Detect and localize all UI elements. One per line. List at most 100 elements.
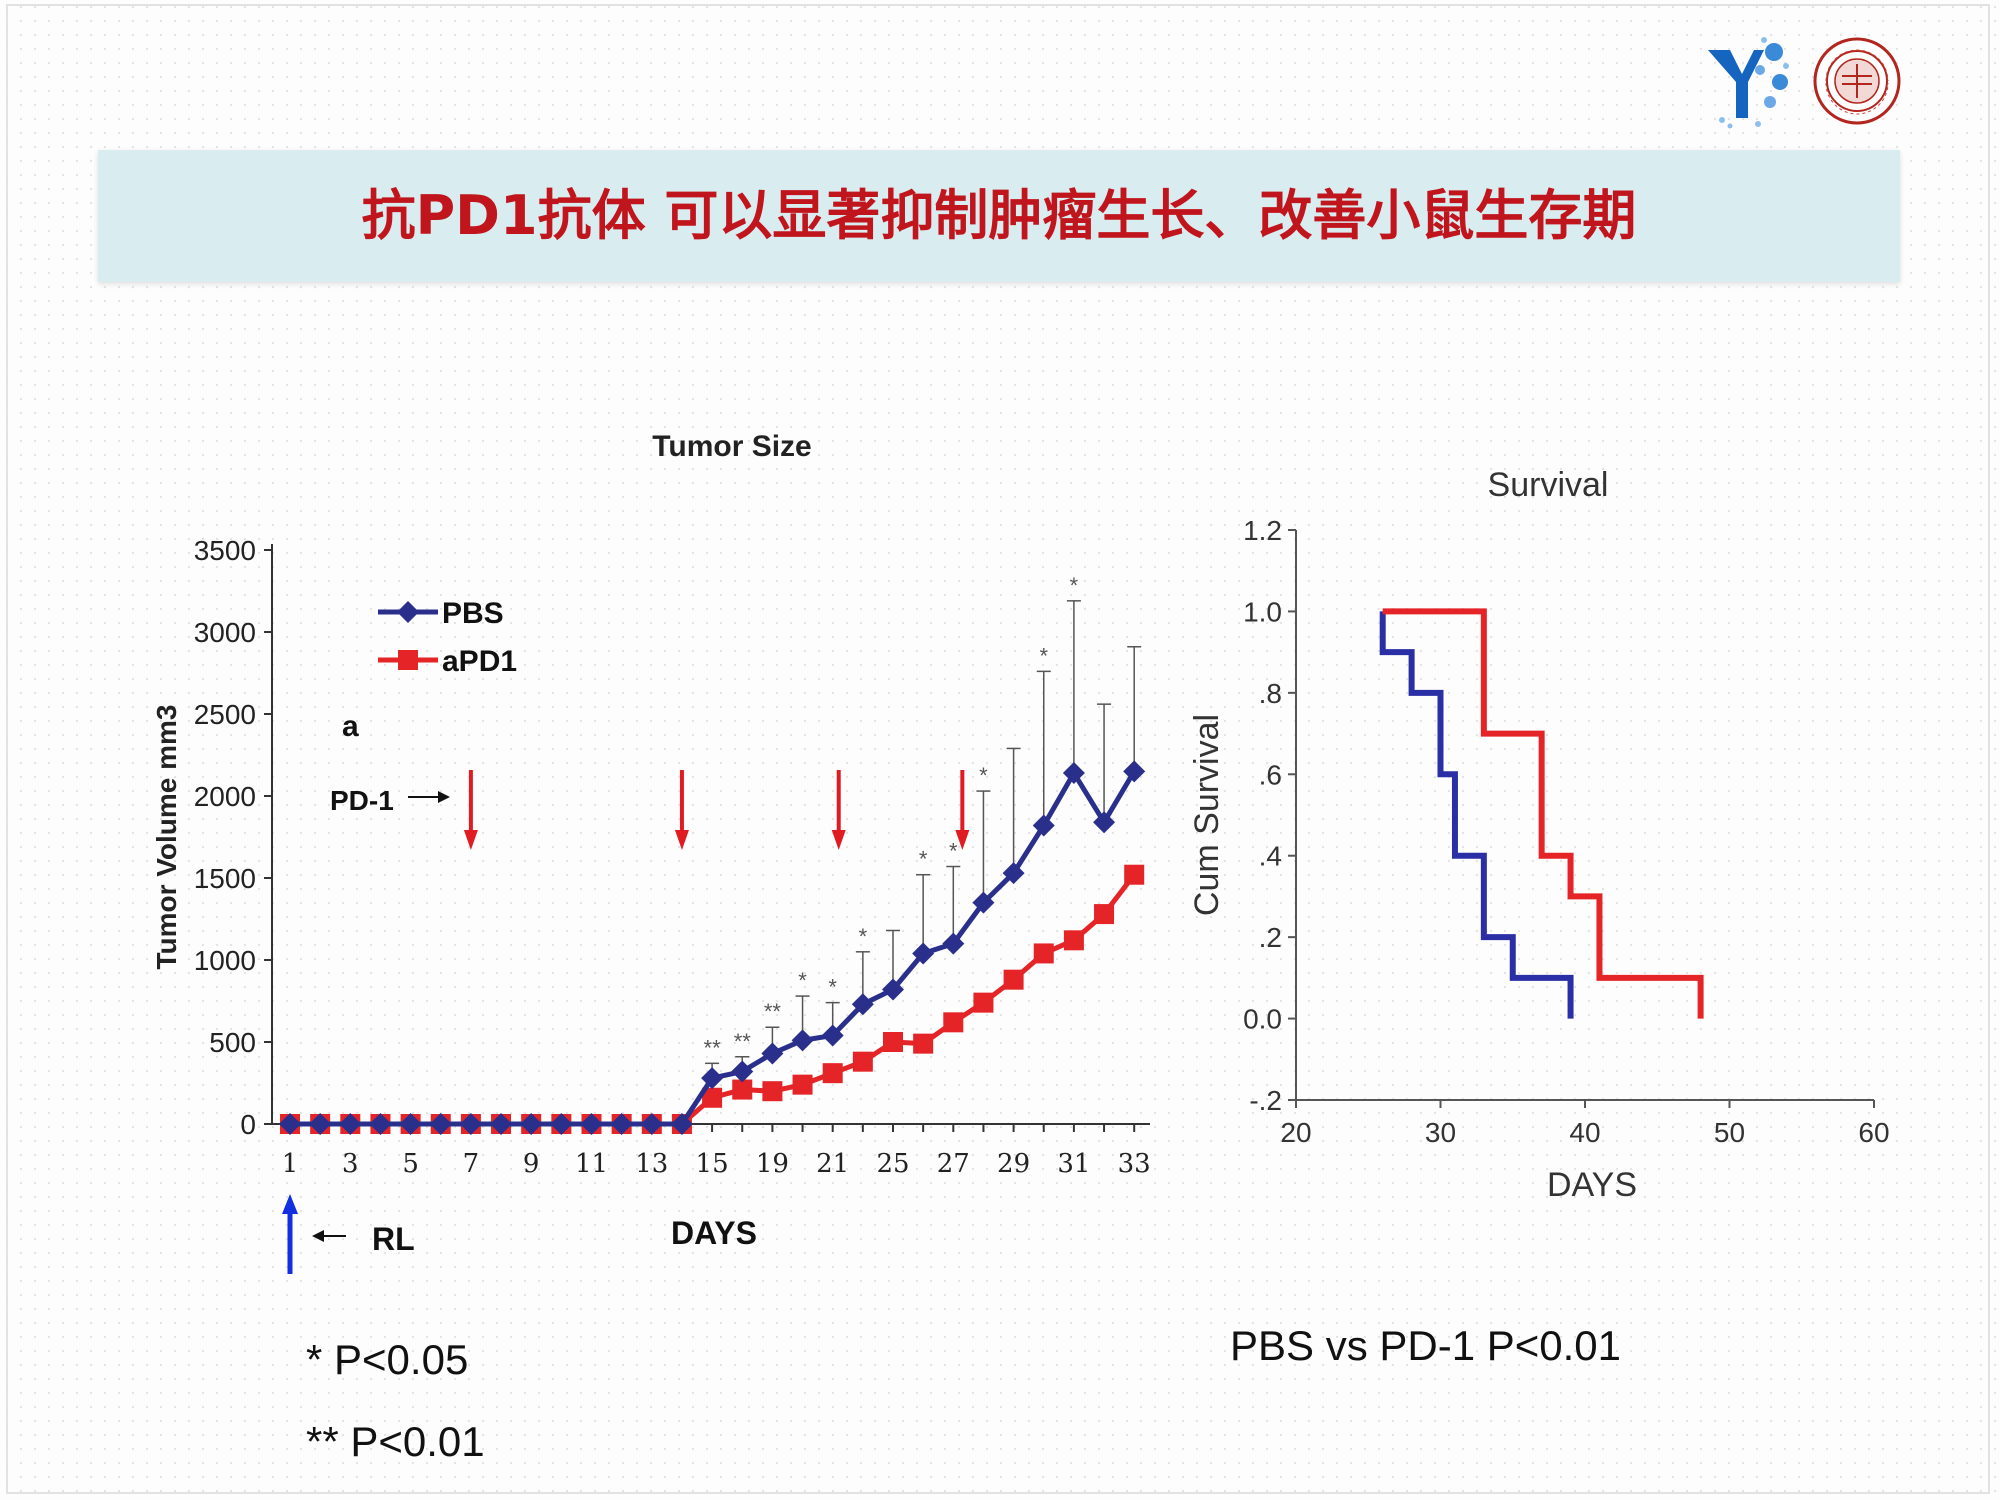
treatment-arrow-head bbox=[831, 830, 846, 850]
y-tick-label: .6 bbox=[1259, 759, 1282, 790]
y-axis-label: Tumor Volume mm3 bbox=[151, 704, 182, 969]
y-tick-label: 3000 bbox=[194, 617, 256, 648]
data-point-apd1 bbox=[973, 992, 994, 1013]
data-point-pbs bbox=[1032, 814, 1055, 837]
x-tick-label: 1 bbox=[282, 1149, 299, 1179]
significance-marker: * bbox=[979, 763, 988, 788]
x-tick-label: 13 bbox=[635, 1149, 668, 1179]
data-point-pbs bbox=[701, 1067, 724, 1090]
x-tick-label: 5 bbox=[402, 1149, 419, 1179]
data-point-pbs bbox=[610, 1113, 633, 1135]
data-point-pbs bbox=[761, 1042, 784, 1065]
data-point-pbs bbox=[309, 1113, 332, 1135]
x-tick-label: 20 bbox=[1280, 1117, 1311, 1148]
legend-entry: PBS bbox=[442, 597, 504, 630]
significance-marker: * bbox=[919, 847, 928, 872]
data-point-pbs bbox=[279, 1113, 301, 1135]
data-point-apd1 bbox=[1124, 864, 1145, 885]
significance-note-p01: ** P<0.01 bbox=[306, 1418, 485, 1465]
y-tick-label: 0.0 bbox=[1243, 1004, 1282, 1035]
x-tick-label: 3 bbox=[342, 1149, 359, 1179]
survival-line-apd1 bbox=[1382, 608, 1704, 1019]
significance-marker: ** bbox=[764, 999, 782, 1024]
significance-marker: * bbox=[798, 968, 807, 993]
survival-p-value-note: PBS vs PD-1 P<0.01 bbox=[1230, 1322, 1622, 1369]
y-tick-label: -.2 bbox=[1249, 1085, 1282, 1116]
treatment-arrow-head bbox=[674, 830, 689, 850]
slide-title: 抗PD1抗体 可以显著抑制肿瘤生长、改善小鼠生存期 bbox=[361, 184, 1637, 247]
x-tick-label: 27 bbox=[937, 1149, 970, 1179]
y-tick-label: 1.2 bbox=[1243, 515, 1282, 546]
treatment-label: PD-1 bbox=[330, 785, 394, 816]
data-point-apd1 bbox=[762, 1081, 783, 1102]
data-point-apd1 bbox=[822, 1063, 843, 1084]
data-point-pbs bbox=[490, 1113, 513, 1135]
data-point-pbs bbox=[580, 1113, 603, 1135]
treatment-arrow-head bbox=[463, 830, 478, 850]
data-point-pbs bbox=[882, 978, 904, 1001]
data-point-apd1 bbox=[732, 1079, 753, 1100]
survival-chart: Survival 1.2 1.0 .8 .6 .4 .2 0.0 -.220 30 40 50 60 Cu… bbox=[1188, 466, 1890, 1204]
significance-marker: * bbox=[1070, 573, 1079, 598]
data-point-apd1 bbox=[702, 1087, 723, 1108]
y-tick-label: 1.0 bbox=[1243, 596, 1282, 627]
data-point-pbs bbox=[731, 1060, 754, 1083]
significance-marker: ** bbox=[734, 1029, 752, 1054]
x-tick-label: 15 bbox=[696, 1149, 729, 1179]
x-axis-label: DAYS bbox=[671, 1215, 757, 1251]
significance-marker: * bbox=[828, 975, 837, 1000]
y-tick-label: 2500 bbox=[194, 699, 256, 730]
data-point-pbs bbox=[942, 932, 965, 955]
x-tick-label: 29 bbox=[997, 1149, 1030, 1179]
data-point-pbs bbox=[821, 1024, 844, 1047]
data-point-pbs bbox=[459, 1113, 482, 1135]
data-point-pbs bbox=[520, 1113, 543, 1135]
treatment-pointer-head bbox=[438, 791, 450, 803]
y-tick-label: 1500 bbox=[194, 863, 256, 894]
significance-marker: * bbox=[859, 924, 868, 949]
data-point-pbs bbox=[972, 891, 995, 914]
survival-line-pbs bbox=[1379, 611, 1574, 1019]
data-point-pbs bbox=[791, 1029, 814, 1052]
rl-arrow-head bbox=[282, 1194, 298, 1214]
x-tick-label: 40 bbox=[1569, 1117, 1600, 1148]
data-point-pbs bbox=[670, 1113, 693, 1135]
chart-title: Tumor Size bbox=[652, 430, 811, 463]
y-logo-icon bbox=[1708, 37, 1789, 129]
data-point-apd1 bbox=[913, 1033, 934, 1054]
data-point-pbs bbox=[399, 1113, 422, 1135]
data-point-apd1 bbox=[852, 1051, 873, 1072]
data-point-pbs bbox=[369, 1113, 392, 1135]
x-axis-label: DAYS bbox=[1547, 1166, 1637, 1204]
y-axis-label: Cum Survival bbox=[1188, 714, 1226, 916]
significance-marker: ** bbox=[704, 1035, 722, 1060]
data-point-apd1 bbox=[1094, 904, 1115, 925]
rl-pointer-head bbox=[312, 1230, 324, 1242]
x-tick-label: 21 bbox=[816, 1149, 849, 1179]
x-tick-label: 11 bbox=[575, 1149, 608, 1179]
data-point-apd1 bbox=[792, 1074, 813, 1095]
x-tick-label: 7 bbox=[463, 1149, 480, 1179]
data-point-pbs bbox=[429, 1113, 452, 1135]
x-tick-label: 50 bbox=[1714, 1117, 1745, 1148]
y-tick-label: 0 bbox=[240, 1109, 256, 1140]
y-tick-label: 1000 bbox=[194, 945, 256, 976]
x-tick-label: 31 bbox=[1057, 1149, 1090, 1179]
y-tick-label: 3500 bbox=[194, 535, 256, 566]
significance-marker: * bbox=[1039, 643, 1048, 668]
panel-label: a bbox=[342, 710, 359, 743]
data-point-pbs bbox=[1002, 862, 1025, 885]
data-point-pbs bbox=[1093, 811, 1116, 834]
title-banner: 抗PD1抗体 可以显著抑制肿瘤生长、改善小鼠生存期 bbox=[98, 150, 1900, 282]
legend-marker bbox=[397, 601, 419, 623]
x-tick-label: 30 bbox=[1425, 1117, 1456, 1148]
y-tick-label: .4 bbox=[1259, 841, 1282, 872]
legend-entry: aPD1 bbox=[442, 645, 517, 678]
x-tick-label: 19 bbox=[756, 1149, 789, 1179]
x-tick-label: 33 bbox=[1118, 1149, 1151, 1179]
university-seal-icon bbox=[1813, 37, 1901, 125]
y-tick-label: .2 bbox=[1259, 922, 1282, 953]
data-point-apd1 bbox=[1003, 969, 1024, 990]
